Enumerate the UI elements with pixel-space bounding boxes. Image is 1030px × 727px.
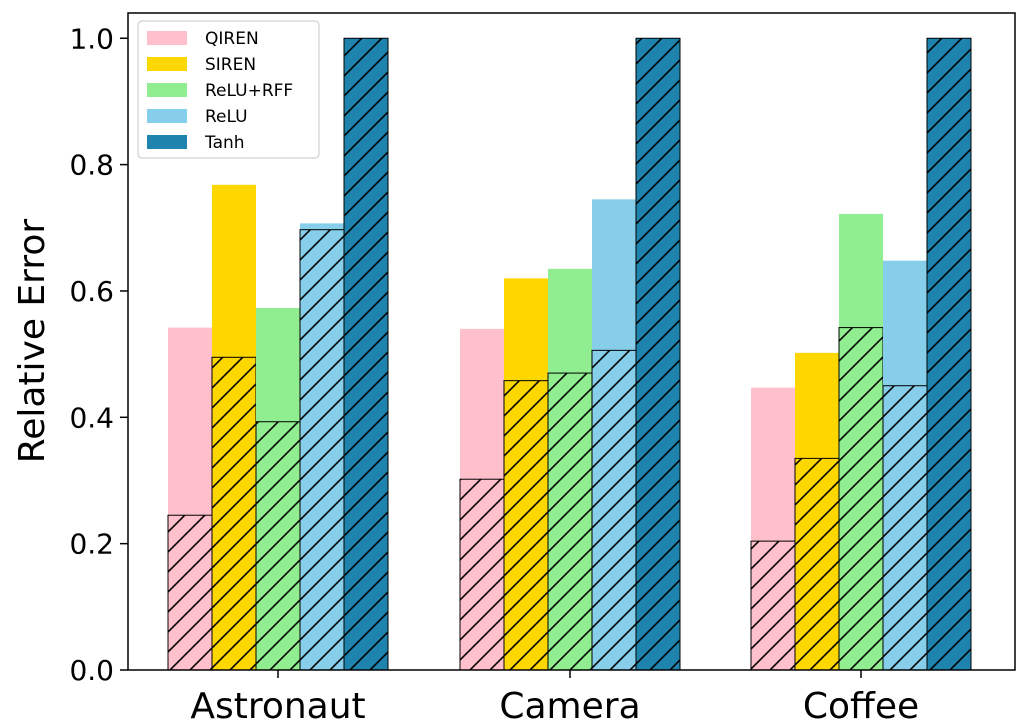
legend-label: ReLU [205,107,248,127]
x-tick-label: Astronaut [190,686,365,727]
bar-hatched-relu-camera [591,349,637,671]
bar-hatched-siren-astronaut [211,356,257,671]
legend-swatch [147,135,187,149]
legend-swatch [147,109,187,123]
x-tick-label: Camera [499,686,640,727]
y-axis: 0.0 0.2 0.4 0.6 0.8 1.0 [69,22,128,687]
legend-swatch [147,57,187,71]
bar-hatched-tanh-coffee [926,37,972,671]
legend-label: QIREN [205,29,259,49]
bar-hatched-relu-rff-astronaut [255,421,301,671]
x-axis: Astronaut Camera Coffee [190,670,919,727]
y-tick-label: 0.4 [69,401,114,434]
legend-label: SIREN [205,55,256,75]
bar-hatched-relu-astronaut [299,229,345,671]
bar-hatched-qiren-astronaut [167,514,213,671]
bar-hatched-relu-coffee [882,385,928,671]
y-tick-label: 0.0 [69,654,114,687]
legend-swatch [147,31,187,45]
legend: QIREN SIREN ReLU+RFF ReLU Tanh [137,20,320,159]
bars-group [167,37,972,671]
y-tick-label: 0.8 [69,149,114,182]
bar-hatched-tanh-astronaut [343,37,389,671]
legend-label: ReLU+RFF [205,81,293,101]
legend-label: Tanh [204,133,245,153]
y-tick-label: 0.6 [69,275,114,308]
legend-swatch [147,83,187,97]
legend-box [137,20,320,159]
bar-hatched-siren-coffee [794,457,840,671]
bar-hatched-tanh-camera [635,37,681,671]
plot-frame [127,12,1016,671]
y-tick-label: 0.2 [69,528,114,561]
bar-hatched-qiren-coffee [750,540,796,671]
bar-hatched-relu-rff-camera [547,372,593,671]
bar-hatched-qiren-camera [459,478,505,671]
y-tick-label: 1.0 [69,22,114,55]
x-tick-label: Coffee [803,686,919,727]
bar-hatched-siren-camera [503,380,549,671]
bar-hatched-relu-rff-coffee [838,327,884,671]
y-axis-title: Relative Error [12,219,53,464]
